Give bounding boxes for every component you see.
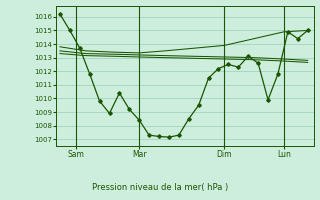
Text: Pression niveau de la mer( hPa ): Pression niveau de la mer( hPa ): [92, 183, 228, 192]
